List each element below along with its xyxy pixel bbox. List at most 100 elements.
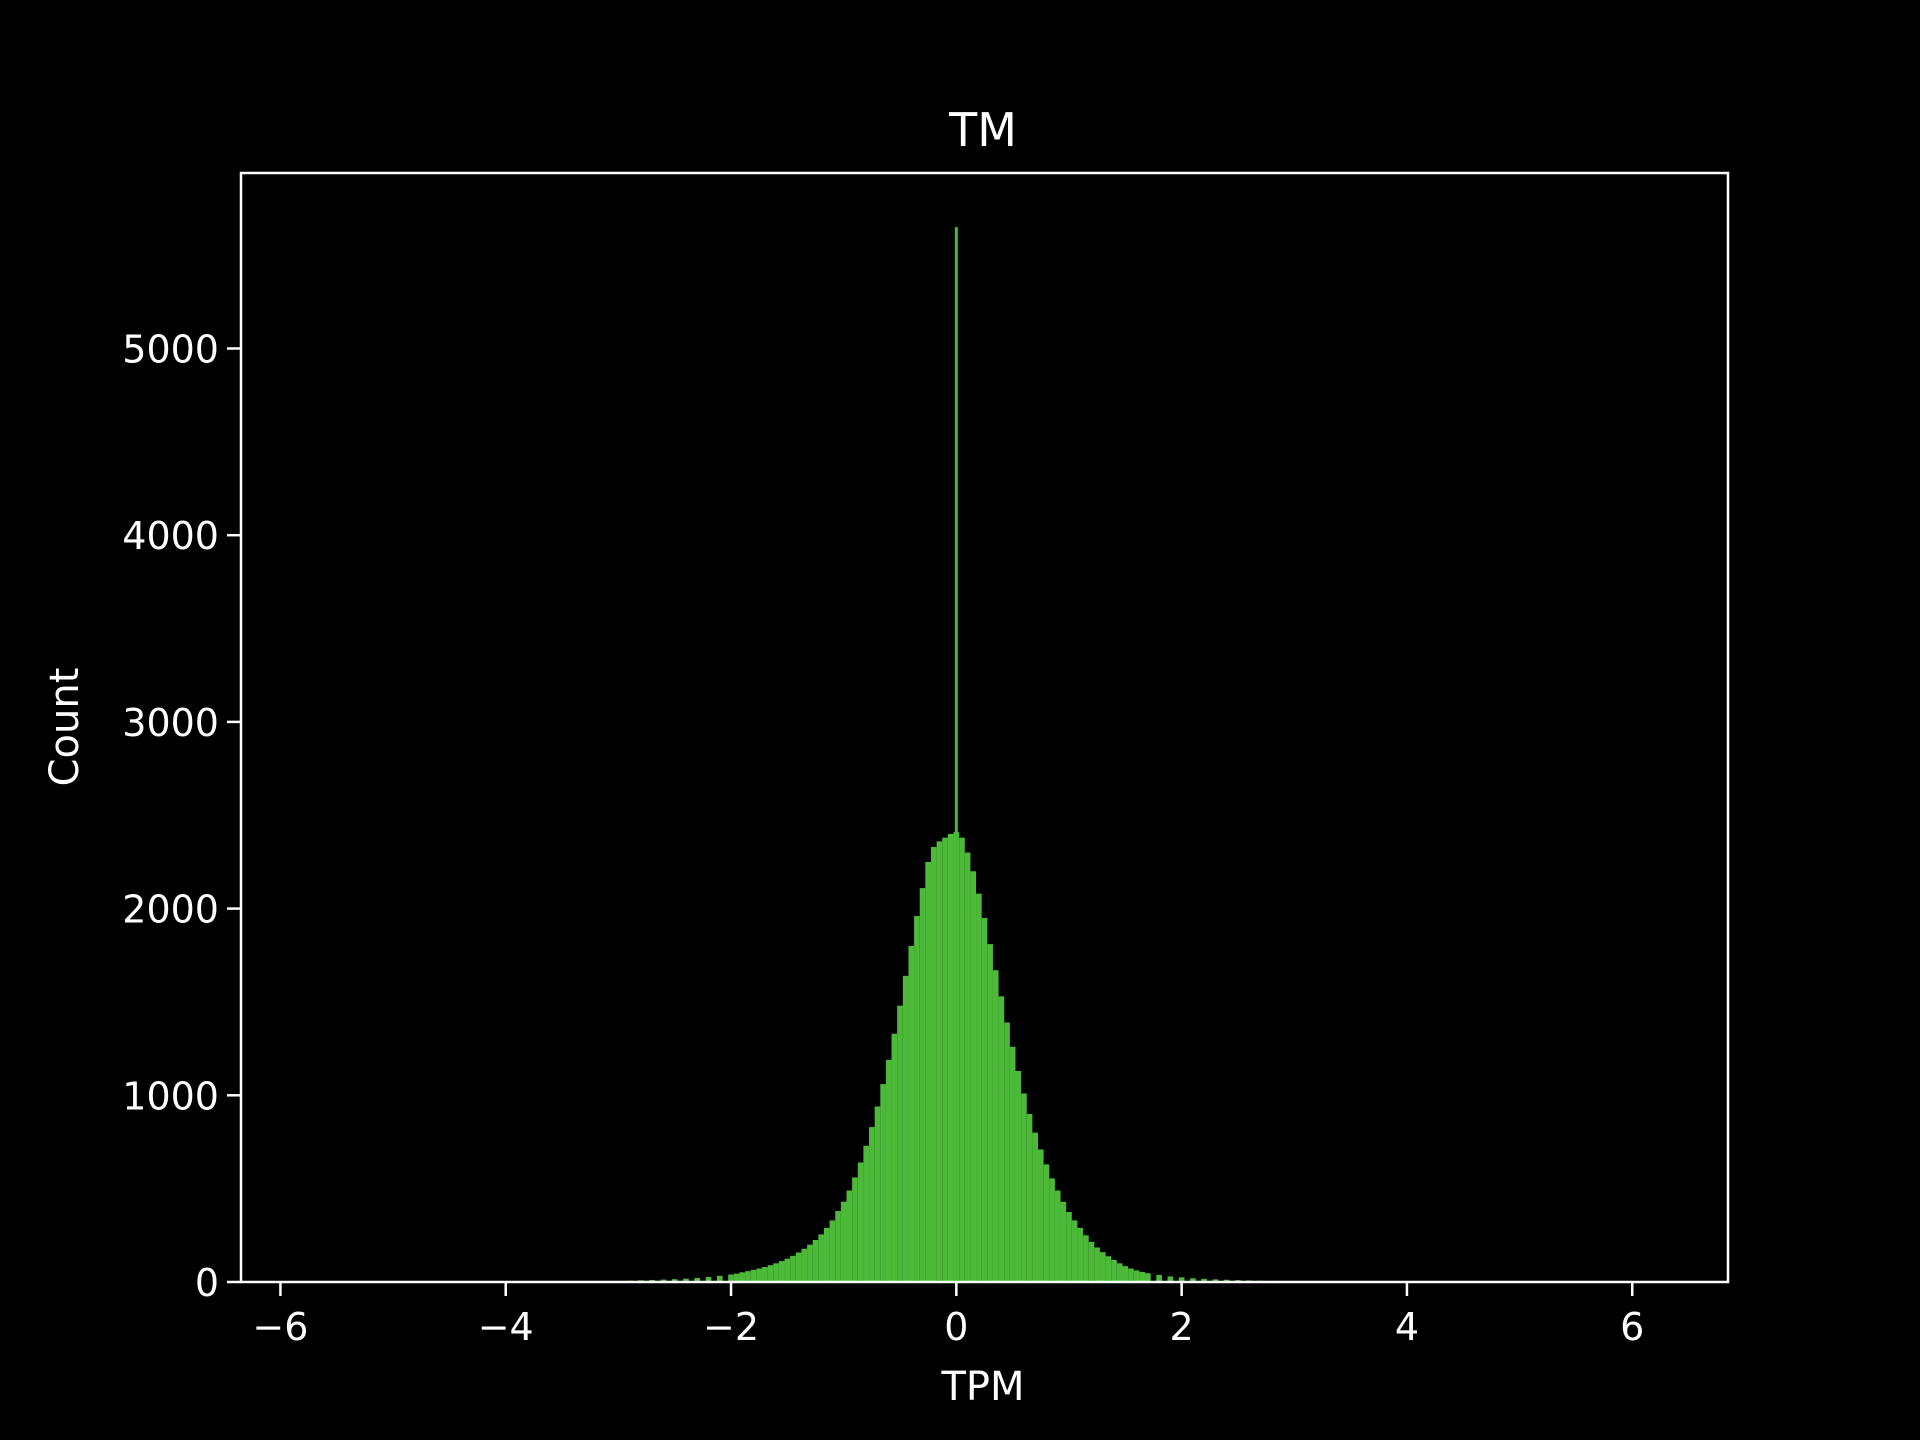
histogram-bar	[795, 1252, 802, 1282]
histogram-bar	[829, 1220, 836, 1282]
histogram-bar	[1122, 1266, 1129, 1282]
histogram-bar	[1116, 1263, 1123, 1282]
histogram-bar	[818, 1234, 824, 1282]
y-tick-label: 5000	[122, 327, 219, 371]
y-tick-label: 2000	[122, 888, 219, 932]
histogram-bar	[1066, 1211, 1072, 1282]
histogram-bar	[981, 917, 988, 1282]
histogram-bar	[750, 1269, 757, 1282]
histogram-bar	[1054, 1190, 1061, 1282]
histogram-bar	[1083, 1235, 1089, 1282]
histogram-bar	[1004, 1022, 1010, 1282]
histogram-bar	[1133, 1270, 1140, 1282]
x-axis-ticks: −6 −4 −2 0 2 4 6	[252, 1282, 1644, 1349]
histogram-bar	[1015, 1071, 1022, 1282]
histogram-bar	[1178, 1277, 1185, 1282]
x-axis-label: TPM	[940, 1364, 1024, 1410]
y-tick-label: 3000	[122, 701, 219, 745]
histogram-bar	[897, 1005, 903, 1282]
histogram-bar	[807, 1244, 813, 1282]
histogram-bar	[1026, 1113, 1033, 1282]
histogram-bar	[1071, 1220, 1078, 1282]
histogram-bar	[1128, 1268, 1134, 1282]
x-tick-label: 4	[1395, 1305, 1419, 1349]
y-tick-label: 1000	[122, 1074, 219, 1118]
histogram-bar	[863, 1145, 870, 1282]
histogram-bar	[970, 871, 977, 1282]
chart-title: TM	[948, 103, 1017, 157]
histogram-bar	[1145, 1273, 1151, 1282]
histogram-bar	[1077, 1227, 1084, 1282]
histogram-bar	[942, 837, 948, 1282]
histogram-bar	[998, 996, 1005, 1282]
histogram-bar	[1111, 1259, 1117, 1282]
histogram-bar	[925, 861, 931, 1282]
histogram-bar	[846, 1190, 853, 1282]
histogram-bar	[902, 975, 909, 1282]
histogram-bar	[1099, 1252, 1106, 1282]
histogram-bar	[908, 945, 915, 1282]
histogram-bar	[1212, 1279, 1219, 1282]
histogram-bar	[705, 1276, 712, 1282]
histogram-bar	[835, 1211, 841, 1282]
histogram-bar	[733, 1273, 740, 1282]
histogram-bar	[778, 1261, 785, 1282]
histogram-bar	[1139, 1271, 1146, 1282]
histogram-bar	[801, 1248, 808, 1282]
histogram-bar	[773, 1263, 779, 1282]
histogram-bar	[1201, 1278, 1207, 1282]
y-tick-label: 4000	[122, 514, 219, 558]
y-axis-ticks: 0 1000 2000 3000 4000 5000	[122, 327, 241, 1305]
histogram-bar	[852, 1177, 858, 1282]
histogram-bar	[840, 1201, 847, 1282]
histogram-spike-bar	[954, 227, 958, 1283]
histogram-bar	[959, 837, 965, 1282]
x-tick-label: 2	[1170, 1305, 1194, 1349]
histogram-bar	[936, 841, 943, 1282]
histogram-bar	[930, 846, 937, 1282]
histogram-bar	[756, 1268, 763, 1282]
histogram-bar	[1032, 1132, 1039, 1282]
y-axis-label: Count	[42, 668, 88, 787]
histogram-bar	[683, 1278, 689, 1282]
x-tick-label: −2	[703, 1305, 759, 1349]
histogram-bar	[1021, 1093, 1027, 1282]
histogram-bar	[1094, 1247, 1100, 1282]
histogram-bar	[823, 1227, 830, 1282]
histogram-bar	[1167, 1276, 1174, 1282]
histogram-bar	[716, 1275, 723, 1282]
histogram-bar	[874, 1106, 881, 1282]
x-tick-label: −6	[252, 1305, 308, 1349]
histogram-bar	[762, 1267, 768, 1282]
histogram-bar	[1060, 1201, 1067, 1282]
histogram-bar	[1009, 1046, 1016, 1282]
y-tick-label: 0	[195, 1261, 219, 1305]
histogram-bar	[1038, 1149, 1044, 1282]
histogram-bar	[869, 1127, 875, 1282]
x-tick-label: 6	[1620, 1305, 1644, 1349]
histogram-bar	[694, 1277, 701, 1282]
x-tick-label: 0	[944, 1305, 968, 1349]
histogram-bar	[767, 1265, 774, 1282]
histogram-bar	[728, 1274, 734, 1282]
histogram-bar	[919, 888, 926, 1282]
histogram-bar	[914, 916, 920, 1282]
x-tick-label: −4	[478, 1305, 534, 1349]
histogram-bar	[739, 1272, 746, 1282]
histogram-bar	[885, 1059, 892, 1282]
plot-frame	[239, 171, 1730, 1284]
histogram-bar	[1105, 1256, 1112, 1282]
histogram-bar	[1156, 1274, 1162, 1282]
histogram-bar	[976, 893, 982, 1282]
histogram-bar	[880, 1084, 886, 1282]
histogram-bar	[992, 970, 999, 1282]
histogram-bar	[784, 1258, 791, 1282]
histogram-bar	[964, 852, 971, 1282]
histogram-bar	[812, 1239, 819, 1282]
histogram-bar	[1088, 1241, 1095, 1282]
histogram-bar	[947, 833, 954, 1282]
histogram-bar	[857, 1162, 864, 1282]
histogram-bar	[1043, 1164, 1050, 1282]
histogram-bar	[790, 1255, 796, 1282]
